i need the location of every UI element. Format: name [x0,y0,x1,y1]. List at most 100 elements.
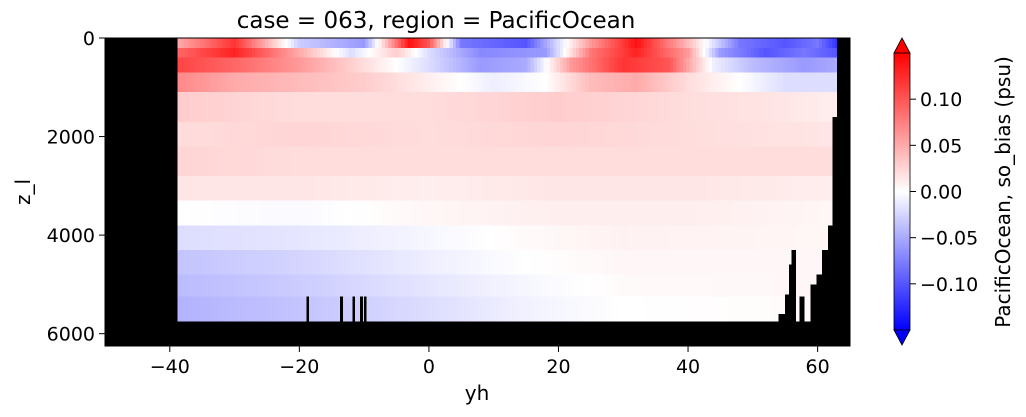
heatmap-cell [601,175,606,202]
heatmap-cell [559,146,564,177]
heatmap-cell [637,175,642,202]
heatmap-cell [770,121,775,148]
heatmap-cell [809,38,814,49]
heatmap-cell [530,296,535,322]
heatmap-cell [653,146,658,177]
heatmap-cell [699,274,703,298]
heatmap-cell [621,296,626,322]
heatmap-cell [809,92,814,123]
heatmap-cell [770,38,775,49]
heatmap-cell [439,57,444,74]
heatmap-cell [608,225,613,251]
heatmap-cell [718,47,723,59]
heatmap-cell [452,92,457,123]
heatmap-cell [744,200,749,226]
heatmap-cell [222,274,227,298]
heatmap-cell [611,274,616,298]
heatmap-cell [268,92,273,123]
heatmap-cell [449,200,454,226]
heatmap-cell [242,296,247,322]
heatmap-cell [488,175,493,202]
heatmap-cell [449,175,454,202]
heatmap-cell [728,225,733,251]
heatmap-cell [203,296,208,322]
heatmap-cell [640,249,645,276]
heatmap-cell [708,121,713,148]
heatmap-cell [543,225,548,251]
heatmap-cell [734,92,739,123]
heatmap-cell [265,146,269,177]
heatmap-cell [226,175,230,202]
heatmap-cell [592,296,597,322]
heatmap-cell [686,72,690,93]
heatmap-cell [209,225,214,251]
heatmap-cell [362,38,367,49]
heatmap-cell [423,296,428,322]
heatmap-cell [342,274,347,298]
heatmap-cell [407,296,412,322]
heatmap-cell [605,72,609,93]
heatmap-cell [679,225,684,251]
heatmap-cell [627,249,632,276]
heatmap-cell [556,38,561,49]
heatmap-cell [358,121,363,148]
heatmap-cell [731,274,736,298]
heatmap-cell [203,200,208,226]
heatmap-cell [355,225,360,251]
heatmap-cell [190,47,195,59]
heatmap-cell [550,200,554,226]
heatmap-cell [459,57,464,74]
heatmap-cell [520,175,525,202]
heatmap-cell [187,92,192,123]
heatmap-cell [618,274,622,298]
heatmap-cell [242,274,247,298]
heatmap-cell [300,92,305,123]
heatmap-cell [329,249,334,276]
heatmap-cell [712,225,716,251]
heatmap-cell [588,274,593,298]
heatmap-cell [485,146,490,177]
heatmap-cell [469,274,473,298]
heatmap-cell [553,225,558,251]
heatmap-cell [501,38,506,49]
heatmap-cell [537,146,541,177]
heatmap-cell [511,249,516,276]
heatmap-cell [401,175,405,202]
heatmap-cell [608,92,613,123]
heatmap-cell [608,121,613,148]
heatmap-cell [737,225,742,251]
heatmap-cell [708,47,713,59]
heatmap-cell [465,225,470,251]
heatmap-cell [313,146,318,177]
heatmap-cell [520,274,525,298]
heatmap-cell [621,225,626,251]
heatmap-cell [378,72,383,93]
heatmap-cell [618,225,622,251]
heatmap-cell [520,249,525,276]
heatmap-cell [605,225,609,251]
heatmap-cell [300,57,305,74]
heatmap-cell [744,175,749,202]
heatmap-cell [556,57,561,74]
heatmap-cell [300,200,305,226]
heatmap-cell [358,57,363,74]
heatmap-cell [737,38,742,49]
heatmap-cell [640,200,645,226]
heatmap-cell [219,296,224,322]
heatmap-cell [297,72,302,93]
heatmap-cell [543,274,548,298]
heatmap-cell [488,296,493,322]
heatmap-cell [621,249,626,276]
heatmap-cell [734,225,739,251]
heatmap-cell [686,38,690,49]
heatmap-cell [394,38,399,49]
heatmap-cell [381,38,386,49]
heatmap-cell [514,47,519,59]
heatmap-cell [682,296,687,322]
heatmap-cell [452,38,457,49]
heatmap-cell [673,47,677,59]
heatmap-cell [501,121,506,148]
heatmap-cell [689,47,694,59]
heatmap-cell [203,57,208,74]
heatmap-cell [229,249,234,276]
